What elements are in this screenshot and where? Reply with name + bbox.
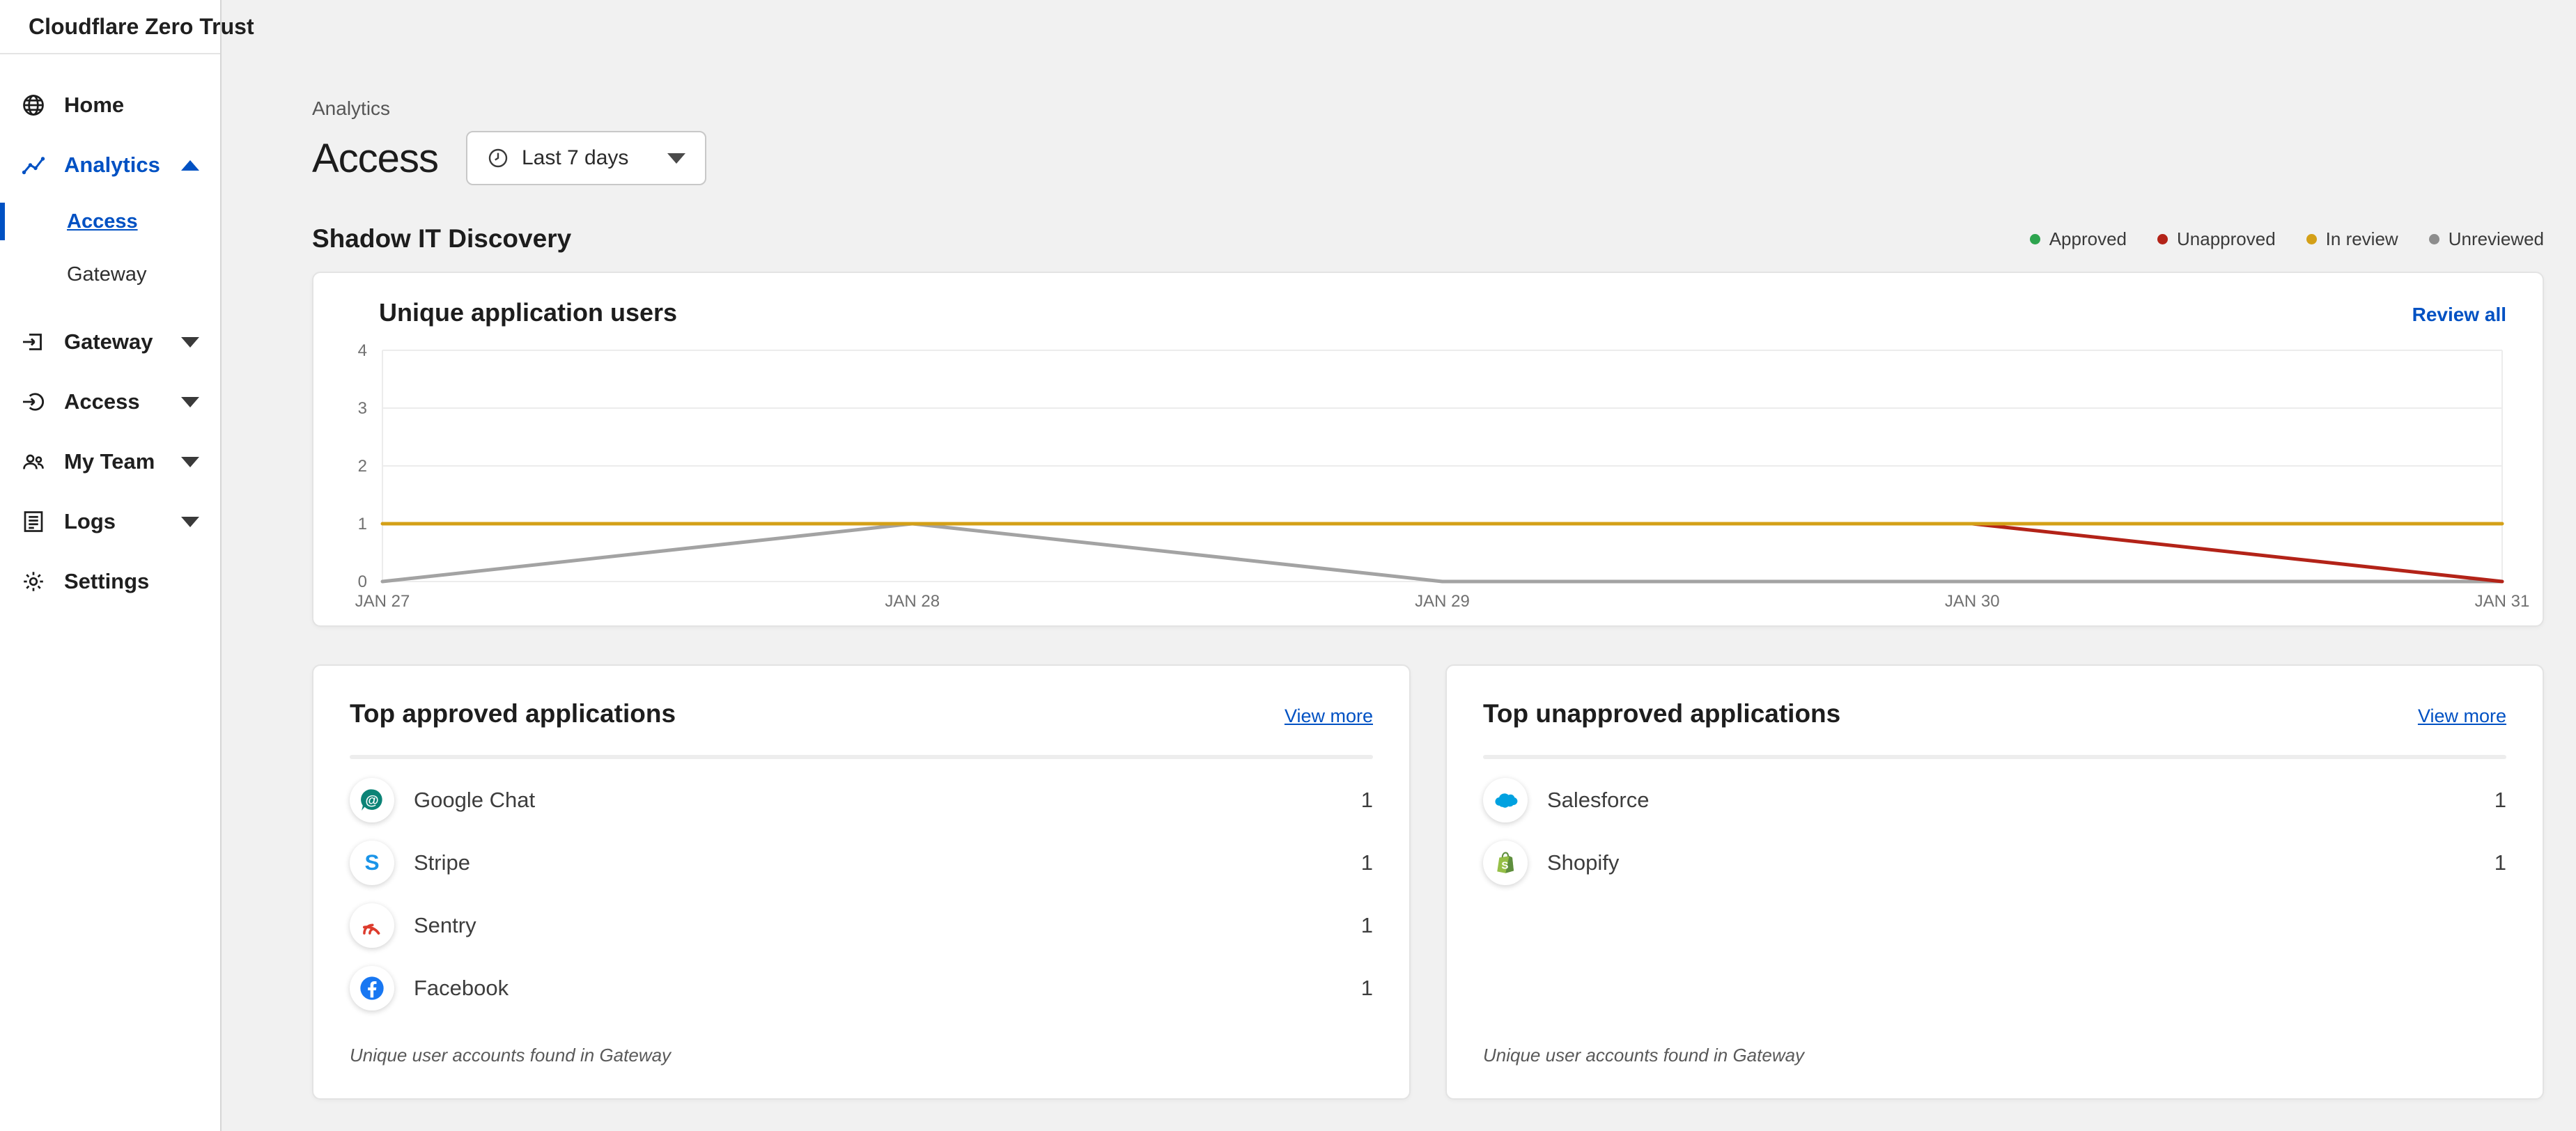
- app-row-sentry[interactable]: Sentry 1: [350, 894, 1373, 957]
- unique-application-users-card: 0 1 2 3 4 JAN 27 JAN 28 JAN 29 JAN 30 JAN 31 Uniq…: [312, 272, 2544, 627]
- sidebar: Cloudflare Zero Trust Home Analytics: [0, 0, 254, 1131]
- divider: [350, 755, 1373, 759]
- chevron-down-icon: [667, 153, 686, 164]
- globe-icon: [21, 93, 46, 118]
- approved-dot-icon: [2029, 233, 2040, 244]
- sentry-icon: [350, 903, 394, 948]
- svg-text:@: @: [365, 793, 378, 808]
- in-review-dot-icon: [2306, 233, 2317, 244]
- salesforce-icon: [1483, 778, 1528, 822]
- sidebar-item-settings[interactable]: Settings: [0, 552, 220, 611]
- svg-text:3: 3: [358, 399, 367, 418]
- review-all-link[interactable]: Review all: [2412, 304, 2506, 325]
- sidebar-subitem-analytics-gateway[interactable]: Gateway: [67, 263, 147, 286]
- card-title: Top unapproved applications: [1483, 699, 1841, 728]
- svg-text:JAN 31: JAN 31: [2475, 592, 2530, 611]
- svg-text:S: S: [1501, 859, 1508, 871]
- sidebar-subitem-analytics-access[interactable]: Access: [0, 195, 220, 248]
- sidebar-item-my-team[interactable]: My Team: [0, 432, 220, 492]
- gateway-icon: [21, 329, 46, 354]
- clock-icon: [488, 148, 508, 168]
- sidebar-item-access[interactable]: Access: [0, 372, 220, 432]
- sidebar-nav: Home Analytics Access Gateway: [0, 54, 220, 611]
- svg-text:JAN 29: JAN 29: [1415, 592, 1470, 611]
- card-footnote: Unique user accounts found in Gateway: [350, 1045, 672, 1066]
- legend-item-unapproved: Unapproved: [2157, 228, 2276, 250]
- app-logo-row: Cloudflare Zero Trust: [0, 0, 254, 54]
- shopify-icon: S: [1483, 841, 1528, 885]
- svg-text:1: 1: [358, 515, 367, 533]
- chevron-down-icon: [181, 516, 199, 527]
- app-row-salesforce[interactable]: Salesforce 1: [1483, 769, 2506, 832]
- svg-text:JAN 27: JAN 27: [355, 592, 410, 611]
- sidebar-item-home[interactable]: Home: [0, 75, 220, 135]
- svg-text:JAN 30: JAN 30: [1945, 592, 2000, 611]
- legend-item-approved: Approved: [2029, 228, 2127, 250]
- time-range-value: Last 7 days: [521, 146, 629, 169]
- legend-item-unreviewed: Unreviewed: [2428, 228, 2544, 250]
- login-arrow-icon: [21, 389, 46, 414]
- chevron-down-icon: [181, 336, 199, 348]
- card-footnote: Unique user accounts found in Gateway: [1483, 1045, 1805, 1066]
- divider: [1483, 755, 2506, 759]
- chevron-up-icon: [181, 159, 199, 171]
- svg-text:JAN 28: JAN 28: [885, 592, 940, 611]
- stripe-icon: S: [350, 841, 394, 885]
- unapproved-dot-icon: [2157, 233, 2168, 244]
- chart-title: Unique application users: [379, 298, 678, 327]
- breadcrumb: Analytics: [312, 98, 391, 119]
- top-approved-applications-card: Top approved applications View more @ Go…: [312, 664, 1411, 1100]
- people-icon: [21, 449, 46, 474]
- facebook-icon: [350, 966, 394, 1011]
- sidebar-item-analytics[interactable]: Analytics: [0, 135, 220, 195]
- app-row-facebook[interactable]: Facebook 1: [350, 957, 1373, 1020]
- unreviewed-dot-icon: [2428, 233, 2439, 244]
- line-chart: 0 1 2 3 4 JAN 27 JAN 28 JAN 29 JAN 30 JAN 31: [355, 341, 2530, 611]
- google-chat-icon: @: [350, 778, 394, 822]
- gear-icon: [21, 569, 46, 594]
- list-document-icon: [21, 509, 46, 534]
- app-title: Cloudflare Zero Trust: [29, 13, 254, 39]
- app-row-stripe[interactable]: S Stripe 1: [350, 832, 1373, 894]
- svg-text:4: 4: [358, 341, 367, 360]
- view-more-link[interactable]: View more: [2417, 705, 2506, 726]
- legend-item-in-review: In review: [2306, 228, 2398, 250]
- page-title: Access: [312, 135, 439, 181]
- svg-text:S: S: [364, 850, 379, 875]
- app-row-google-chat[interactable]: @ Google Chat 1: [350, 769, 1373, 832]
- top-unapproved-applications-card: Top unapproved applications View more Sa…: [1445, 664, 2544, 1100]
- sidebar-item-logs[interactable]: Logs: [0, 492, 220, 552]
- status-legend: Approved Unapproved In review Unreviewed: [2029, 228, 2544, 250]
- time-range-dropdown[interactable]: Last 7 days: [465, 131, 707, 185]
- view-more-link[interactable]: View more: [1284, 705, 1373, 726]
- svg-text:0: 0: [358, 572, 367, 591]
- main-content: Analytics Access Last 7 days Shadow IT D…: [223, 0, 2576, 1131]
- svg-text:2: 2: [358, 457, 367, 476]
- app-row-shopify[interactable]: S Shopify 1: [1483, 832, 2506, 894]
- card-title: Top approved applications: [350, 699, 676, 728]
- section-title-shadow-it: Shadow IT Discovery: [312, 224, 572, 253]
- chevron-down-icon: [181, 456, 199, 467]
- sidebar-item-gateway[interactable]: Gateway: [0, 312, 220, 372]
- line-chart-icon: [21, 153, 46, 178]
- chevron-down-icon: [181, 396, 199, 407]
